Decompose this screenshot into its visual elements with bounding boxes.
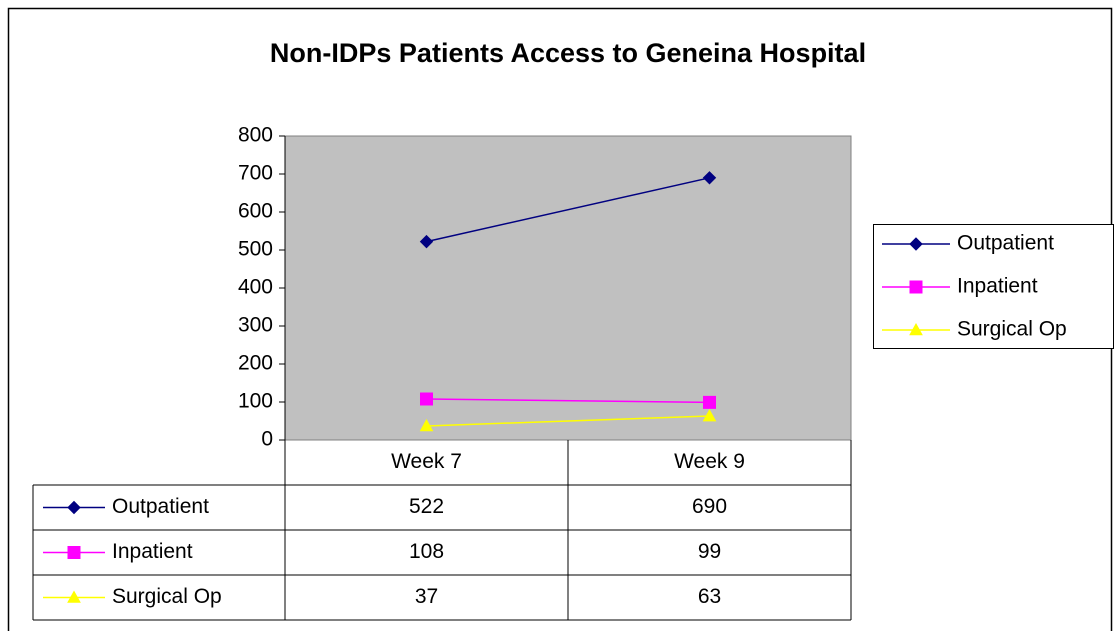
table-value: 99 (698, 540, 721, 563)
table-value: 690 (692, 495, 727, 518)
legend-label: Surgical Op (957, 318, 1067, 341)
x-tick-label: Week 9 (674, 450, 745, 473)
marker (702, 409, 717, 422)
chart-title: Non-IDPs Patients Access to Geneina Hosp… (270, 38, 866, 68)
series-line (426, 415, 710, 427)
series-line (426, 177, 710, 243)
plot-area (284, 135, 852, 441)
x-tick-label: Week 7 (391, 450, 462, 473)
y-tick-label: 800 (238, 124, 273, 147)
series-line (426, 398, 710, 404)
legend-label: Outpatient (957, 232, 1054, 255)
table-row-label: Inpatient (112, 540, 193, 563)
y-tick-label: 0 (261, 428, 273, 451)
table-value: 108 (409, 540, 444, 563)
legend-marker (909, 322, 923, 336)
legend-marker (909, 237, 923, 251)
legend-label: Inpatient (957, 275, 1038, 298)
y-tick-label: 400 (238, 276, 273, 299)
table-value: 63 (698, 585, 721, 608)
marker (420, 392, 433, 406)
legend-marker (67, 590, 81, 603)
table-row-label: Outpatient (112, 495, 209, 518)
y-tick-label: 300 (238, 314, 273, 337)
table-row-label: Surgical Op (112, 585, 222, 608)
marker (703, 395, 716, 409)
marker (702, 171, 717, 185)
table-value: 522 (409, 495, 444, 518)
y-tick-label: 100 (238, 390, 273, 413)
y-tick-label: 600 (238, 200, 273, 223)
table-value: 37 (415, 585, 438, 608)
legend-marker (909, 280, 923, 294)
legend-marker (67, 500, 81, 515)
marker (419, 234, 434, 249)
y-tick-label: 700 (238, 162, 273, 185)
y-tick-label: 500 (238, 238, 273, 261)
legend-marker (67, 546, 81, 559)
marker (419, 418, 434, 432)
y-tick-label: 200 (238, 352, 273, 375)
